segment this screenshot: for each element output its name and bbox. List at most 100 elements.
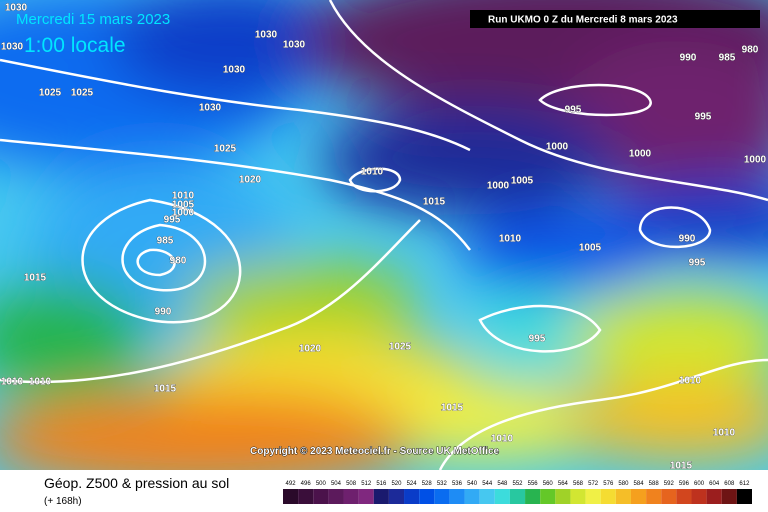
isobar-label: 985 (157, 236, 174, 247)
legend-swatch (570, 489, 586, 504)
isobar-label: 1030 (255, 30, 278, 41)
legend-swatch (373, 489, 389, 504)
legend-label: 552 (512, 481, 523, 487)
date: Mercredi 15 mars 2023 (16, 11, 170, 28)
legend-swatch (646, 489, 662, 504)
isobar-label: 990 (680, 53, 697, 64)
legend-swatch (615, 489, 631, 504)
isobar-label: 1000 (744, 155, 767, 166)
isobar-label: 1010 (361, 167, 384, 178)
isobar-label: 1010 (499, 234, 522, 245)
legend-swatch (691, 489, 707, 504)
legend-swatch (585, 489, 601, 504)
isobar-label: 1005 (511, 176, 534, 187)
legend-swatch (479, 489, 495, 504)
legend-label: 572 (588, 481, 599, 487)
legend-label: 600 (694, 481, 705, 487)
isobar-label: 1005 (579, 243, 602, 254)
isobar-label: 1010 (1, 377, 24, 388)
isobar-label: 990 (155, 307, 172, 318)
legend-swatch (434, 489, 450, 504)
legend-swatch (358, 489, 374, 504)
isobar-label: 1025 (214, 144, 237, 155)
isobar-label: 995 (689, 258, 706, 269)
copyright: Copyright © 2023 Meteociel.fr - Source U… (250, 446, 500, 457)
legend-swatch (721, 489, 737, 504)
isobar-label: 1015 (24, 273, 47, 284)
legend-swatch (298, 489, 314, 504)
isobar-label: 985 (719, 53, 736, 64)
isobar-label: 980 (170, 256, 187, 267)
legend-swatch (494, 489, 510, 504)
isobar-label: 980 (742, 45, 759, 56)
legend-swatch (736, 489, 752, 504)
legend-swatch (419, 489, 435, 504)
legend-swatch (283, 489, 299, 504)
legend-swatch (449, 489, 465, 504)
isobar-label: 995 (164, 215, 181, 226)
legend-label: 500 (316, 481, 327, 487)
legend-swatch (555, 489, 571, 504)
legend-swatch (313, 489, 329, 504)
legend-label: 520 (391, 481, 402, 487)
isobar-label: 1015 (670, 461, 693, 472)
legend-label: 564 (558, 481, 569, 487)
legend-label: 504 (331, 481, 342, 487)
legend-label: 580 (618, 481, 629, 487)
isobar-label: 1030 (283, 40, 306, 51)
isobar-label: 1015 (441, 403, 464, 414)
legend-label: 548 (497, 481, 508, 487)
isobar-label: 1010 (172, 191, 195, 202)
legend-swatch (600, 489, 616, 504)
legend-label: 492 (286, 481, 297, 487)
legend-label: 508 (346, 481, 357, 487)
isobar-label: 1005 (172, 200, 195, 211)
legend-label: 568 (573, 481, 584, 487)
legend-label: 544 (482, 481, 493, 487)
run-info: Run UKMO 0 Z du Mercredi 8 mars 2023 (488, 15, 678, 26)
legend-label: 516 (376, 481, 387, 487)
legend-swatch (404, 489, 420, 504)
legend-label: 604 (709, 481, 720, 487)
isobar-label: 1010 (679, 376, 702, 387)
isobar-label: 1020 (299, 344, 322, 355)
legend-label: 540 (467, 481, 478, 487)
isobar-label: 1015 (423, 197, 446, 208)
legend-swatch (328, 489, 344, 504)
legend-swatch (464, 489, 480, 504)
legend-swatch (676, 489, 692, 504)
isobar-label: 1025 (39, 88, 62, 99)
isobar-label: 995 (529, 334, 546, 345)
legend-swatch (661, 489, 677, 504)
isobar-label: 1020 (239, 175, 262, 186)
legend-swatch (630, 489, 647, 504)
time: 1:00 locale (24, 34, 126, 57)
legend-label: 536 (452, 481, 463, 487)
legend-label: 556 (528, 481, 539, 487)
legend-swatch (343, 489, 359, 504)
isobar-label: 1010 (713, 428, 736, 439)
isobar-label: 1015 (154, 384, 177, 395)
isobar-label: 1025 (71, 88, 94, 99)
legend-label: 528 (422, 481, 433, 487)
isobars (0, 0, 768, 384)
legend-swatch (525, 489, 541, 504)
isobar-label: 995 (695, 112, 712, 123)
isobar-label: 1000 (629, 149, 652, 160)
isobar-label: 1000 (487, 181, 510, 192)
footer-title: Géop. Z500 & pression au sol (44, 475, 229, 491)
isobar-label: 1010 (29, 377, 52, 388)
isobar-label: 1010 (491, 434, 514, 445)
legend-swatch (509, 489, 526, 504)
legend-label: 512 (361, 481, 372, 487)
legend-label: 524 (407, 481, 418, 487)
legend-label: 592 (664, 481, 675, 487)
isobar-label: 990 (679, 234, 696, 245)
legend-label: 608 (724, 481, 735, 487)
isobar-label: 1030 (199, 103, 222, 114)
isobar-label: 995 (565, 105, 582, 116)
legend-label: 496 (301, 481, 312, 487)
footer-subtitle: (+ 168h) (44, 496, 82, 507)
legend-swatch (388, 489, 405, 504)
